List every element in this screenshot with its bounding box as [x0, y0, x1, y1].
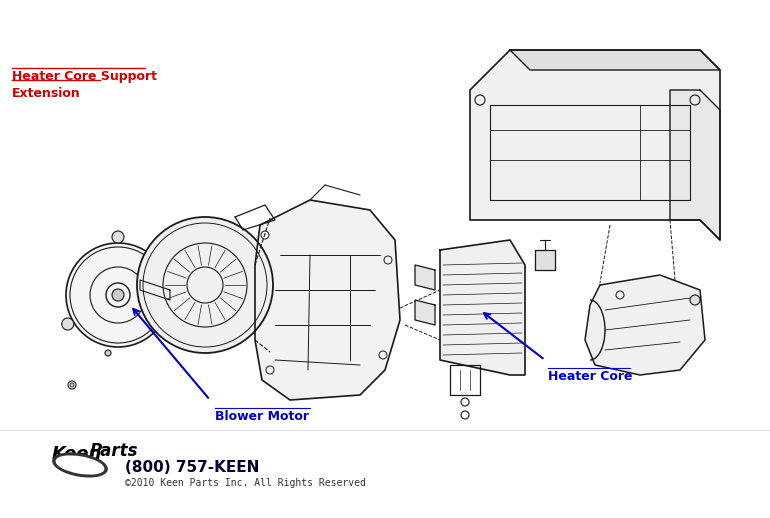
Polygon shape: [670, 90, 720, 240]
Polygon shape: [470, 50, 720, 240]
Polygon shape: [140, 280, 170, 300]
Circle shape: [70, 383, 74, 387]
Text: Parts: Parts: [90, 442, 139, 460]
Circle shape: [66, 243, 170, 347]
Text: Keen: Keen: [52, 445, 102, 463]
Ellipse shape: [56, 456, 104, 474]
Circle shape: [112, 231, 124, 243]
Polygon shape: [440, 240, 525, 375]
Circle shape: [105, 350, 111, 356]
Polygon shape: [415, 265, 435, 290]
Polygon shape: [510, 50, 720, 70]
Polygon shape: [415, 300, 435, 325]
Text: ©2010 Keen Parts Inc. All Rights Reserved: ©2010 Keen Parts Inc. All Rights Reserve…: [125, 478, 366, 488]
Text: Heater Core: Heater Core: [548, 370, 632, 383]
Circle shape: [690, 295, 700, 305]
Text: (800) 757-KEEN: (800) 757-KEEN: [125, 460, 259, 475]
Text: Blower Motor: Blower Motor: [215, 410, 309, 423]
Circle shape: [112, 289, 124, 301]
Polygon shape: [585, 275, 705, 375]
Polygon shape: [255, 200, 400, 400]
Ellipse shape: [53, 453, 107, 477]
Circle shape: [137, 217, 273, 353]
Polygon shape: [535, 250, 555, 270]
Circle shape: [62, 318, 74, 330]
Text: Heater Core Support
Extension: Heater Core Support Extension: [12, 70, 157, 100]
Circle shape: [162, 318, 174, 330]
